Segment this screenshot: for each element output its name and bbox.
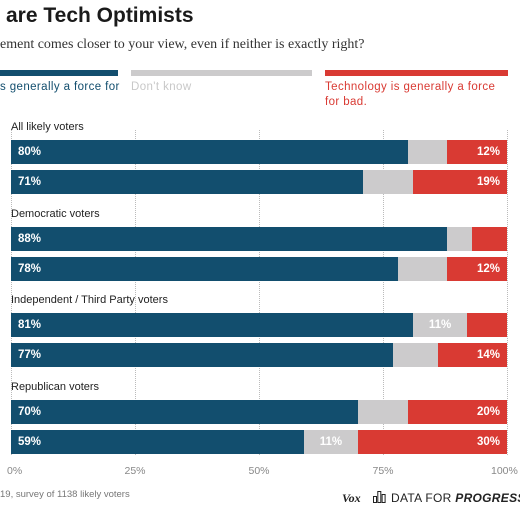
data-label: 11%	[319, 436, 343, 448]
gridline	[135, 130, 136, 455]
legend-swatch-bad	[325, 70, 508, 76]
bar-row: 81% 11%	[11, 313, 507, 337]
gridline	[383, 130, 384, 455]
bar-segment-good: 81%	[11, 313, 413, 337]
bar-row: 80% 12%	[11, 140, 507, 164]
bar-segment-good: 59%	[11, 430, 304, 454]
chart-title: are Tech Optimists	[6, 4, 194, 27]
legend-label-bad: Technology is generally a force for bad.	[325, 81, 496, 108]
x-tick-label: 0%	[7, 465, 23, 477]
bar-segment-good: 71%	[11, 170, 364, 194]
data-label: 30%	[476, 436, 500, 448]
bar-segment-bad: 20%	[407, 400, 507, 424]
data-label: 14%	[476, 349, 500, 361]
bar-segment-good: 77%	[11, 343, 393, 367]
bar-segment-dont-know	[397, 257, 448, 281]
bar-segment-dont-know	[358, 400, 408, 424]
bar-segment-bad	[472, 227, 507, 251]
bar-segment-bad: 14%	[437, 343, 507, 367]
data-label: 88%	[18, 233, 42, 245]
vox-logo: Vox	[342, 491, 361, 505]
dfp-text-bold: PROGRESS	[455, 491, 520, 505]
bar-row: 70% 20%	[11, 400, 507, 424]
bar-row: 88%	[11, 227, 507, 251]
bar-segment-bad: 12%	[447, 140, 507, 164]
data-label: 81%	[18, 319, 42, 331]
data-label: 20%	[476, 406, 500, 418]
bar-row: 78% 12%	[11, 257, 507, 281]
data-label: 80%	[18, 146, 42, 158]
bar-segment-good: 80%	[11, 140, 408, 164]
bar-row: 59% 11% 30%	[11, 430, 507, 454]
data-label: 78%	[18, 263, 42, 275]
bar-row: 71% 19%	[11, 170, 507, 194]
chart-subtitle: ement comes closer to your view, even if…	[0, 37, 365, 52]
x-tick-label: 50%	[248, 465, 270, 477]
bar-segment-dont-know: 11%	[412, 313, 468, 337]
gridline	[507, 130, 508, 455]
legend-swatch-good	[0, 70, 118, 76]
dfp-text-plain: DATA FOR	[391, 491, 456, 505]
data-label: 59%	[18, 436, 42, 448]
bar-segment-good: 78%	[11, 257, 398, 281]
data-label: 71%	[18, 176, 42, 188]
data-for-progress-logo: DATA FOR PROGRESS	[391, 491, 520, 505]
bar-segment-dont-know	[363, 170, 413, 194]
bar-row: 77% 14%	[11, 343, 507, 367]
x-tick-label: 25%	[124, 465, 146, 477]
bar-segment-dont-know	[447, 227, 473, 251]
legend-item-dont-know: Don't know	[131, 70, 312, 95]
bar-segment-dont-know: 11%	[303, 430, 359, 454]
bar-segment-bad	[467, 313, 507, 337]
bar-segment-bad: 12%	[447, 257, 507, 281]
data-label: 12%	[476, 263, 500, 275]
legend-item-bad: Technology is generally a force for bad.	[325, 70, 508, 110]
legend-swatch-dont-know	[131, 70, 312, 76]
data-label: 12%	[476, 146, 500, 158]
x-tick-label: 75%	[372, 465, 394, 477]
data-label: 11%	[428, 319, 452, 331]
gridline	[11, 130, 12, 455]
data-label: 70%	[18, 406, 42, 418]
bar-segment-good: 88%	[11, 227, 448, 251]
data-label: 77%	[18, 349, 42, 361]
bar-chart-icon	[373, 491, 386, 503]
bar-segment-good: 70%	[11, 400, 359, 424]
x-tick-label: 100%	[491, 465, 518, 477]
bar-segment-bad: 30%	[358, 430, 507, 454]
bar-segment-bad: 19%	[412, 170, 507, 194]
group-label: Democratic voters	[11, 208, 100, 220]
source-note: 19, survey of 1138 likely voters	[0, 489, 130, 500]
legend-label-dont-know: Don't know	[131, 81, 192, 93]
legend-item-good: s generally a force for	[0, 70, 120, 95]
bar-segment-dont-know	[407, 140, 448, 164]
data-label: 19%	[476, 176, 500, 188]
gridline	[259, 130, 260, 455]
legend-label-good: s generally a force for	[0, 81, 120, 93]
group-label: All likely voters	[11, 121, 84, 133]
group-label: Independent / Third Party voters	[11, 294, 168, 306]
group-label: Republican voters	[11, 381, 100, 393]
bar-segment-dont-know	[392, 343, 438, 367]
